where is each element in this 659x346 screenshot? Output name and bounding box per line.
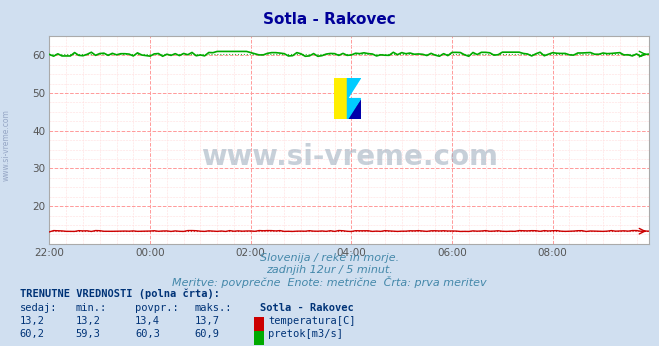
Text: 60,3: 60,3	[135, 329, 160, 339]
Text: zadnjih 12ur / 5 minut.: zadnjih 12ur / 5 minut.	[266, 265, 393, 275]
Text: TRENUTNE VREDNOSTI (polna črta):: TRENUTNE VREDNOSTI (polna črta):	[20, 289, 219, 299]
Text: 59,3: 59,3	[76, 329, 101, 339]
Text: Meritve: povprečne  Enote: metrične  Črta: prva meritev: Meritve: povprečne Enote: metrične Črta:…	[172, 276, 487, 288]
Polygon shape	[347, 99, 360, 119]
Text: maks.:: maks.:	[194, 303, 232, 313]
Text: 13,4: 13,4	[135, 316, 160, 326]
Text: 13,2: 13,2	[20, 316, 45, 326]
Text: 13,7: 13,7	[194, 316, 219, 326]
Polygon shape	[347, 99, 360, 119]
Text: 60,9: 60,9	[194, 329, 219, 339]
Text: www.si-vreme.com: www.si-vreme.com	[2, 109, 11, 181]
Text: Sotla - Rakovec: Sotla - Rakovec	[263, 12, 396, 27]
Text: temperatura[C]: temperatura[C]	[268, 316, 356, 326]
Text: www.si-vreme.com: www.si-vreme.com	[201, 143, 498, 171]
Bar	[334, 78, 347, 119]
Text: Slovenija / reke in morje.: Slovenija / reke in morje.	[260, 253, 399, 263]
Text: min.:: min.:	[76, 303, 107, 313]
Text: povpr.:: povpr.:	[135, 303, 179, 313]
Text: pretok[m3/s]: pretok[m3/s]	[268, 329, 343, 339]
Text: Sotla - Rakovec: Sotla - Rakovec	[260, 303, 354, 313]
Text: 60,2: 60,2	[20, 329, 45, 339]
Text: 13,2: 13,2	[76, 316, 101, 326]
Polygon shape	[347, 78, 360, 99]
Text: sedaj:: sedaj:	[20, 303, 57, 313]
